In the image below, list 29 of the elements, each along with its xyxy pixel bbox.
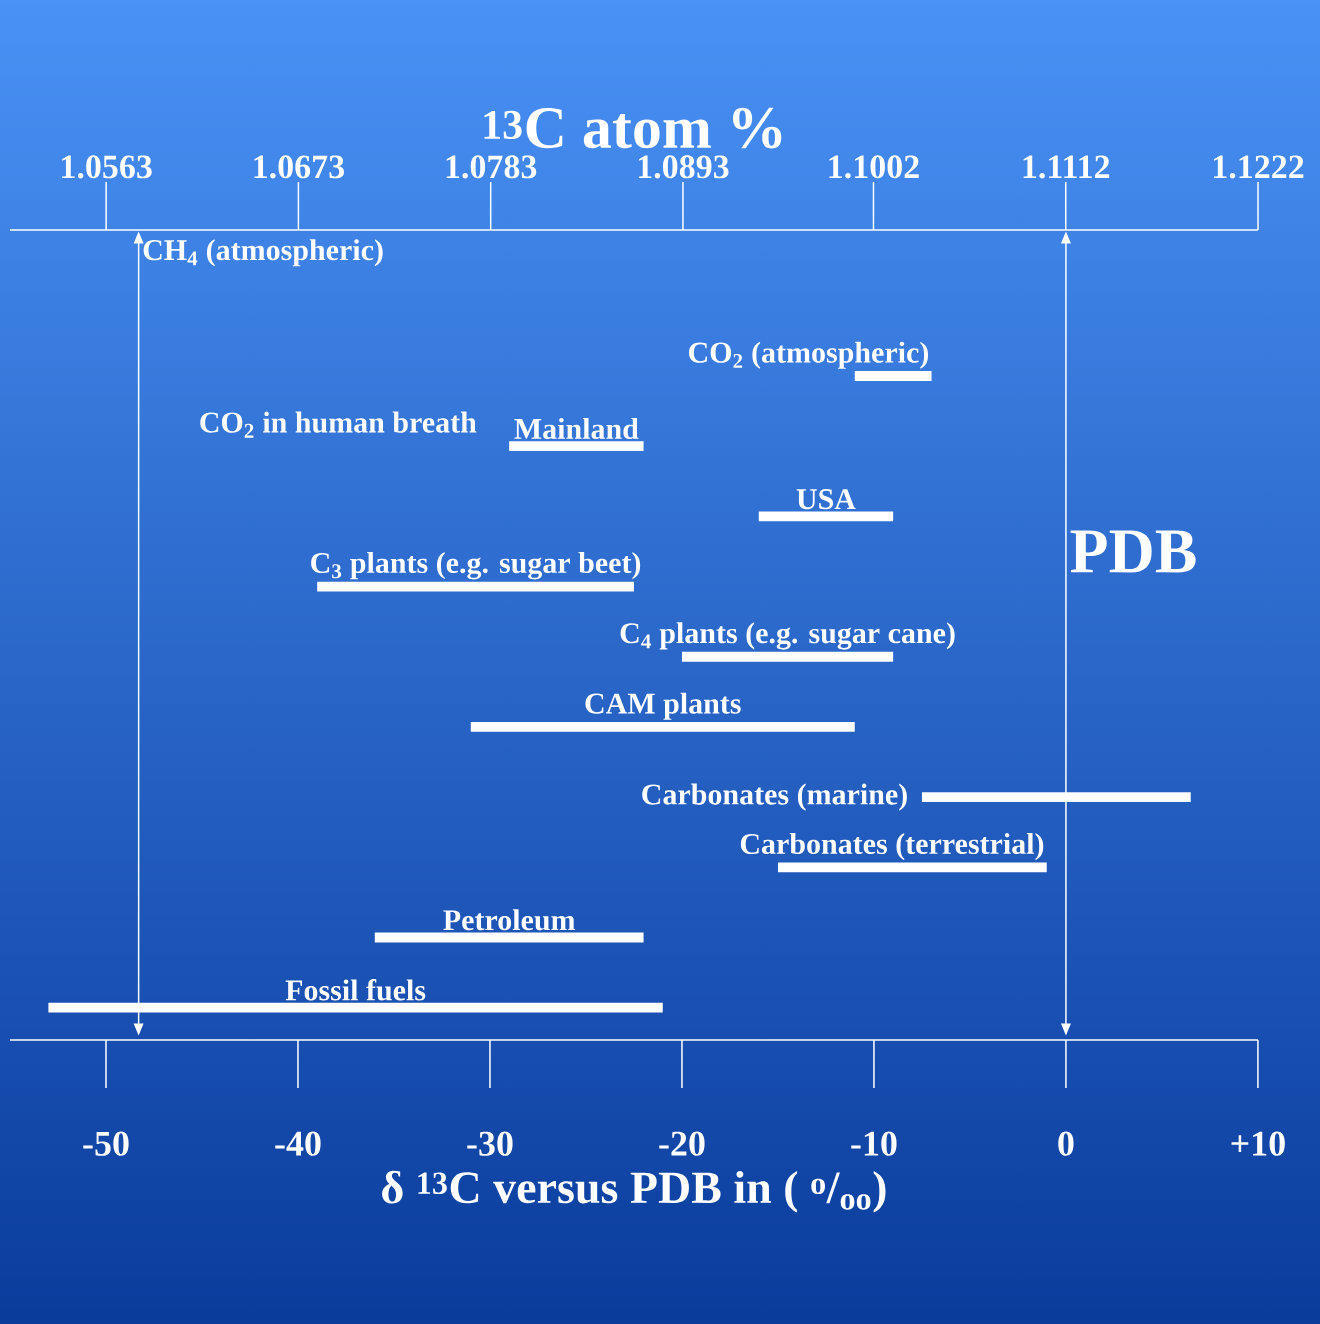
x-tick-label: +10 xyxy=(1231,1131,1285,1156)
y-tick-label: Fossil fuels xyxy=(285,979,426,1001)
y-tick-label: CO$_{2}$ (atmospheric) xyxy=(689,341,929,369)
y-tick-label: USA xyxy=(796,489,856,510)
x2-tick-label: 1.1002 xyxy=(829,155,919,179)
x2-tick-label: 1.1222 xyxy=(1213,155,1304,179)
y-tick-label: C$_{4}$ plants (e.g. sugar cane) xyxy=(620,622,955,650)
x-tick-label: -30 xyxy=(467,1131,513,1156)
y-tick-label: Carbonates (terrestrial) xyxy=(740,833,1044,861)
y-tick-label: CAM plants xyxy=(585,692,741,720)
x2-tick-label: 1.0563 xyxy=(62,155,152,179)
x-tick-label: -10 xyxy=(851,1131,897,1156)
x2-axis-title: $^{13}$C atom % xyxy=(484,107,782,149)
ref-line-label: CH$_{4}$ (atmospheric) xyxy=(143,239,383,267)
y-tick-label: Carbonates (marine) xyxy=(642,783,907,811)
x2-tick-label: 1.0673 xyxy=(254,155,344,179)
y-tick-label: Petroleum xyxy=(443,909,576,931)
x-tick-label: 0 xyxy=(1058,1131,1074,1156)
x-tick-label: -40 xyxy=(275,1131,321,1156)
x2-tick-label: 1.0893 xyxy=(638,155,729,179)
x2-tick-label: 1.0783 xyxy=(446,155,537,179)
annotation: CO$_{2}$ in human breath xyxy=(200,411,477,438)
x-axis-title: δ $^{13}$C versus PDB in ( $^{o}$/$_{oo}$) xyxy=(382,1170,886,1213)
ref-line-label: PDB xyxy=(1070,530,1196,573)
y-tick-label: C$_{3}$ plants (e.g. sugar beet) xyxy=(311,552,641,580)
x-tick-label: -20 xyxy=(659,1131,705,1156)
y-tick-label: Mainland xyxy=(514,417,639,440)
x2-tick-label: 1.1112 xyxy=(1023,155,1110,179)
x-tick-label: -50 xyxy=(83,1131,129,1156)
